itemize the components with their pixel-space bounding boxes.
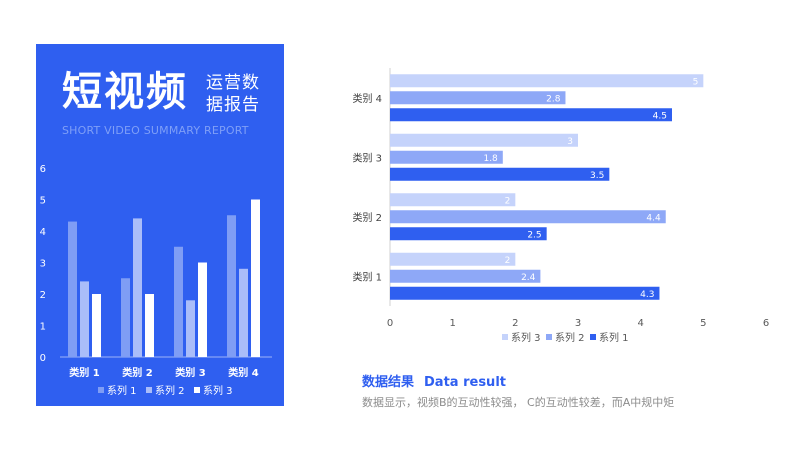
right-legend-label: 系列 1 — [599, 331, 629, 344]
right-bar — [390, 252, 516, 266]
right-bar — [390, 269, 541, 283]
left-y-tick-label: 2 — [40, 290, 46, 301]
left-bar — [121, 278, 130, 357]
right-category-label: 类别 2 — [352, 211, 382, 224]
right-x-tick-label: 1 — [449, 318, 455, 329]
left-bar — [145, 294, 154, 357]
right-bar — [390, 74, 704, 88]
left-y-tick-label: 4 — [40, 227, 46, 238]
right-bar — [390, 227, 547, 241]
right-data-label: 4.5 — [653, 111, 667, 121]
right-x-tick-label: 4 — [637, 318, 643, 329]
right-data-label: 2.4 — [521, 273, 536, 283]
right-x-tick-label: 6 — [763, 318, 769, 329]
report-title: 短视频 — [62, 69, 188, 115]
right-data-label: 3 — [567, 137, 573, 147]
result-heading: 数据结果 Data result — [362, 371, 506, 390]
left-legend-swatch — [194, 387, 200, 393]
right-data-label: 3.5 — [590, 171, 604, 181]
right-legend-label: 系列 3 — [511, 331, 541, 344]
left-bar — [227, 215, 236, 357]
left-y-tick-label: 6 — [40, 164, 46, 175]
report-subtitle: 运营数据报告 — [206, 73, 260, 115]
right-data-label: 2 — [505, 196, 511, 206]
left-bar — [239, 268, 248, 357]
right-bar — [390, 108, 672, 122]
right-bar — [390, 167, 610, 181]
right-bar — [390, 286, 660, 300]
right-data-label: 2.8 — [546, 94, 561, 104]
left-bar — [80, 281, 89, 357]
left-bar — [198, 262, 207, 357]
left-bar — [133, 218, 142, 357]
left-category-label: 类别 2 — [122, 366, 152, 379]
right-bar — [390, 210, 666, 224]
left-legend-label: 系列 3 — [203, 384, 233, 397]
result-title-en: Data result — [424, 375, 506, 390]
left-bar — [92, 294, 101, 357]
right-category-label: 类别 4 — [352, 92, 382, 105]
right-x-tick-label: 3 — [575, 318, 581, 329]
result-description: 数据显示，视频B的互动性较强， C的互动性较差，而A中规中矩 — [362, 396, 675, 409]
right-x-tick-label: 5 — [700, 318, 706, 329]
left-bar — [186, 300, 195, 357]
report-title-english: SHORT VIDEO SUMMARY REPORT — [62, 124, 249, 137]
left-y-tick-label: 5 — [40, 196, 46, 207]
left-legend-label: 系列 1 — [107, 384, 137, 397]
left-y-tick-label: 3 — [40, 259, 46, 270]
right-data-label: 5 — [693, 77, 699, 87]
right-category-label: 类别 3 — [352, 151, 382, 164]
left-category-label: 类别 4 — [228, 366, 258, 379]
right-data-label: 4.4 — [646, 213, 661, 223]
result-title-cn: 数据结果 — [362, 375, 415, 390]
right-legend-swatch — [546, 334, 552, 340]
left-bar — [251, 199, 260, 357]
right-data-label: 1.8 — [483, 154, 498, 164]
right-legend-label: 系列 2 — [555, 331, 585, 344]
right-legend-swatch — [502, 334, 508, 340]
left-legend-label: 系列 2 — [155, 384, 185, 397]
left-category-label: 类别 3 — [175, 366, 205, 379]
right-data-label: 4.3 — [640, 290, 654, 300]
right-bar — [390, 193, 516, 207]
left-bar — [174, 246, 183, 357]
right-data-label: 2 — [505, 256, 511, 266]
left-bar — [68, 221, 77, 357]
right-bar — [390, 91, 566, 105]
left-category-label: 类别 1 — [69, 366, 99, 379]
left-y-tick-label: 0 — [40, 353, 46, 364]
right-legend-swatch — [590, 334, 596, 340]
right-x-tick-label: 0 — [387, 318, 393, 329]
left-legend-swatch — [146, 387, 152, 393]
right-bar — [390, 150, 503, 164]
left-y-tick-label: 1 — [40, 322, 46, 333]
right-bar — [390, 133, 578, 147]
right-x-tick-label: 2 — [512, 318, 518, 329]
left-legend-swatch — [98, 387, 104, 393]
right-data-label: 2.5 — [527, 230, 541, 240]
right-category-label: 类别 1 — [352, 270, 382, 283]
